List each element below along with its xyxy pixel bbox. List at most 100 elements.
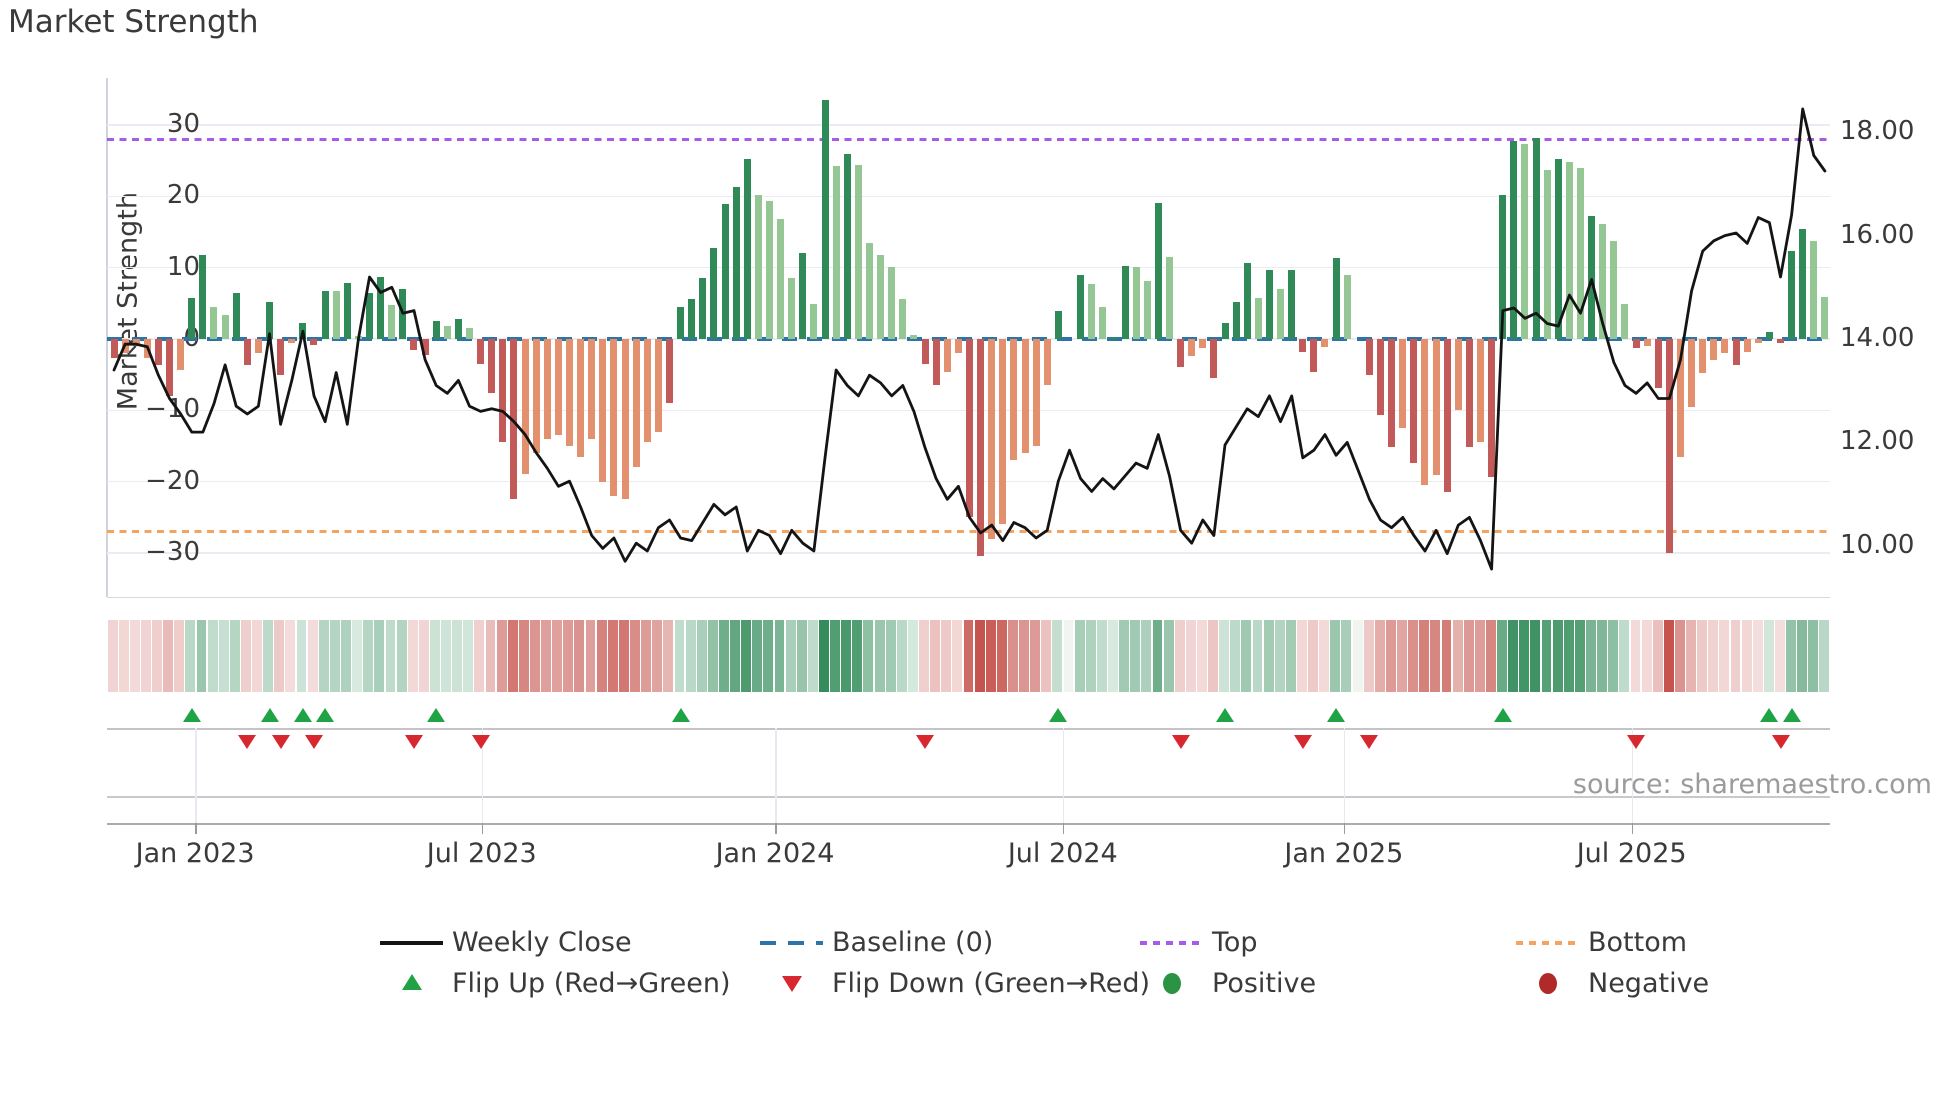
heatmap-cell	[907, 620, 918, 692]
strength-bar	[1499, 195, 1507, 339]
strength-bar	[1810, 241, 1818, 339]
strength-bar	[1510, 140, 1518, 339]
strength-bar	[410, 339, 418, 350]
heatmap-cell	[229, 620, 240, 692]
heatmap-cell	[107, 620, 118, 692]
left-axis-spine	[106, 78, 108, 597]
heatmap-cell	[1819, 620, 1830, 692]
strength-bar	[965, 339, 973, 518]
x-tick-label: Jul 2024	[1007, 838, 1118, 869]
heatmap-cell	[463, 620, 474, 692]
bottom-swatch-icon	[1516, 941, 1579, 945]
legend-label: Flip Down (Green→Red)	[832, 968, 1151, 999]
flip-marker-band: Jan 2023 Jul 2023 Jan 2024 Jul 2024 Jan 2025…	[107, 692, 1830, 869]
strength-bar	[132, 339, 140, 347]
heatmap-cell	[852, 620, 863, 692]
x-tick-gridline	[1343, 728, 1346, 823]
heatmap-cell	[1274, 620, 1285, 692]
strength-bar	[266, 301, 274, 339]
weekly-close-line	[112, 107, 1827, 571]
heatmap-cell	[1196, 620, 1207, 692]
strength-bar	[1177, 339, 1185, 367]
legend-label: Baseline (0)	[832, 927, 994, 958]
heatmap-cell	[1519, 620, 1530, 692]
strength-bar	[1677, 339, 1684, 457]
strength-bar	[1765, 331, 1773, 339]
strength-bar	[1399, 339, 1407, 429]
heatmap-cell	[618, 620, 629, 692]
strength-bar	[543, 339, 551, 439]
heatmap-cell	[1152, 620, 1163, 692]
heatmap-cell	[785, 620, 796, 692]
strength-bar	[1377, 339, 1385, 416]
strength-bar	[343, 283, 351, 339]
positive-circle-icon	[1163, 973, 1181, 994]
heatmap-cell	[1008, 620, 1018, 692]
strength-bar	[599, 339, 607, 482]
flip-up-marker	[260, 708, 279, 722]
strength-bar	[388, 304, 396, 339]
strength-bar	[1410, 339, 1418, 463]
heatmap-cell	[885, 620, 896, 692]
heatmap-cell	[274, 620, 285, 692]
strength-bar	[421, 339, 429, 355]
strength-bar	[1088, 284, 1096, 339]
heatmap-cell	[563, 620, 574, 692]
heatmap-cell	[1408, 620, 1419, 692]
heatmap-cell	[1219, 620, 1230, 692]
strength-bar	[888, 267, 896, 339]
heatmap-cell	[1652, 620, 1663, 692]
x-tick-label: Jul 2023	[426, 838, 537, 869]
heatmap-cell	[1752, 620, 1763, 692]
strength-bar	[1599, 223, 1607, 339]
strength-bar	[1665, 339, 1673, 553]
heatmap-cell	[518, 620, 529, 692]
legend-item-baseline: Baseline (0)	[760, 928, 1120, 958]
strength-bar	[932, 339, 940, 386]
baseline-zero-line	[107, 336, 1830, 342]
flip-down-marker	[1293, 735, 1312, 749]
heatmap-cell	[985, 620, 996, 692]
heatmap-cell	[1330, 620, 1341, 692]
strength-bar	[1277, 289, 1285, 339]
heatmap-cell	[496, 620, 507, 692]
heatmap-cell	[1319, 620, 1330, 692]
heatmap-cell	[641, 620, 652, 692]
heatmap-cell	[652, 620, 663, 692]
strength-bar	[1110, 336, 1118, 339]
heatmap-cell	[1074, 620, 1085, 692]
strength-bar	[1621, 304, 1629, 339]
flip-down-marker	[304, 735, 323, 749]
strength-bar	[1165, 257, 1173, 339]
heatmap-cell	[1730, 620, 1741, 692]
strength-bar	[821, 100, 829, 339]
flip-down-marker	[1771, 735, 1790, 749]
strength-bar	[1654, 339, 1662, 389]
heatmap-cell	[1130, 620, 1141, 692]
strength-bar	[577, 339, 585, 457]
strength-bar	[1543, 170, 1551, 339]
legend-label: Negative	[1588, 968, 1710, 999]
flip-up-triangle-icon	[402, 974, 422, 990]
strength-bar	[1343, 274, 1351, 339]
strength-bar	[1821, 296, 1829, 339]
strength-bar	[677, 306, 685, 339]
strength-bar	[1565, 161, 1573, 339]
strength-bar	[1554, 159, 1562, 339]
heatmap-cell	[1697, 620, 1708, 692]
x-tick-gridline	[775, 728, 777, 823]
heatmap-cell	[696, 620, 707, 692]
strength-bar	[166, 339, 174, 397]
heatmap-cell	[318, 620, 329, 692]
heatmap-cell	[507, 620, 518, 692]
strength-bar	[1021, 339, 1029, 454]
strength-bar	[1643, 339, 1651, 347]
heatmap-cell	[763, 620, 774, 692]
strength-bar	[1221, 322, 1229, 339]
x-tick-mark	[481, 823, 484, 834]
strength-bar	[921, 339, 929, 364]
heatmap-cell	[1430, 620, 1441, 692]
strength-bar	[1454, 339, 1462, 411]
heatmap-cell	[830, 620, 841, 692]
